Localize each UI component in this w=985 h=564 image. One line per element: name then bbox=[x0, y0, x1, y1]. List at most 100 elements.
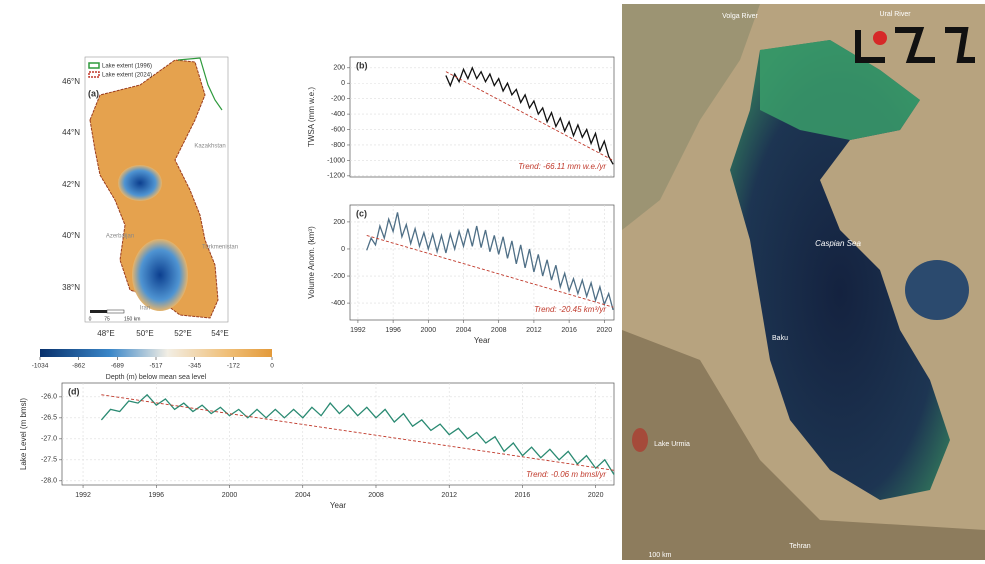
x-tick-label: 2004 bbox=[456, 327, 472, 334]
x-tick-label: 1992 bbox=[350, 327, 366, 334]
panel-label: (b) bbox=[356, 60, 368, 70]
lat-label: 42°N bbox=[62, 180, 80, 189]
trend-line bbox=[445, 71, 614, 161]
y-tick-label: -27.0 bbox=[41, 436, 57, 443]
photo-label: Tehran bbox=[789, 543, 811, 550]
place-label: Turkmenistan bbox=[202, 245, 238, 251]
y-tick-label: -26.5 bbox=[41, 415, 57, 422]
panel-label: (a) bbox=[88, 88, 99, 98]
lat-label: 38°N bbox=[62, 283, 80, 292]
legend-label: Lake extent (2024) bbox=[102, 73, 152, 79]
photo-label: Baku bbox=[772, 335, 788, 342]
data-line bbox=[445, 66, 614, 165]
y-axis-label: Volume Anom. (km³) bbox=[307, 226, 316, 299]
plot-frame bbox=[61, 382, 615, 486]
photo-label: Ural River bbox=[879, 11, 911, 18]
colorbar-tick-label: -1034 bbox=[32, 363, 49, 370]
y-tick-label: -28.0 bbox=[41, 478, 57, 485]
photo-label: 100 km bbox=[649, 552, 672, 559]
y-tick-label: 200 bbox=[333, 219, 345, 226]
x-axis-label: Year bbox=[330, 501, 347, 510]
x-tick-label: 1996 bbox=[385, 327, 401, 334]
scale-bar bbox=[106, 309, 125, 314]
y-tick-label: 0 bbox=[341, 246, 345, 253]
lon-label: 50°E bbox=[136, 329, 153, 338]
y-tick-label: -26.0 bbox=[41, 394, 57, 401]
terrain bbox=[622, 4, 760, 230]
lon-label: 54°E bbox=[211, 329, 228, 338]
y-tick-label: 200 bbox=[333, 65, 345, 72]
place-label: Kazakhstan bbox=[194, 144, 225, 150]
legend-swatch bbox=[88, 71, 100, 78]
depth-basin bbox=[132, 239, 188, 311]
x-tick-label: 2020 bbox=[597, 327, 613, 334]
panel-label: (c) bbox=[356, 208, 367, 218]
lake-extent-1996 bbox=[177, 57, 223, 111]
legend-swatch bbox=[88, 62, 100, 69]
trend-line bbox=[366, 235, 614, 308]
logo bbox=[855, 27, 975, 63]
colorbar-tick-label: -862 bbox=[72, 363, 85, 370]
x-tick-label: 1996 bbox=[148, 492, 164, 499]
x-tick-label: 1992 bbox=[75, 492, 91, 499]
y-tick-label: -800 bbox=[331, 142, 345, 149]
depth-basin bbox=[118, 165, 162, 201]
lon-label: 48°E bbox=[97, 329, 114, 338]
panel-label: (d) bbox=[68, 386, 80, 396]
trend-label: Trend: -66.11 mm w.e./yr bbox=[518, 162, 606, 171]
x-tick-label: 2020 bbox=[588, 492, 604, 499]
place-label: Iran bbox=[140, 306, 150, 312]
sea bbox=[730, 40, 950, 500]
y-tick-label: 0 bbox=[341, 80, 345, 87]
data-line bbox=[100, 393, 615, 475]
y-tick-label: -400 bbox=[331, 111, 345, 118]
photo-label: Caspian Sea bbox=[815, 239, 861, 248]
colorbar-label: Depth (m) below mean sea level bbox=[106, 374, 207, 381]
y-tick-label: -600 bbox=[331, 126, 345, 133]
logo bbox=[873, 31, 887, 45]
lat-label: 44°N bbox=[62, 128, 80, 137]
y-axis-label: Lake Level (m bmsl) bbox=[19, 398, 28, 470]
photo-label: Volga River bbox=[722, 13, 758, 20]
plot-frame bbox=[349, 56, 615, 178]
colorbar-tick-label: -689 bbox=[111, 363, 124, 370]
trend-label: Trend: -20.45 km³/yr bbox=[534, 305, 606, 314]
lake-urmia bbox=[632, 428, 648, 452]
data-line bbox=[366, 212, 614, 311]
colorbar-tick-label: 0 bbox=[270, 363, 274, 370]
lat-label: 46°N bbox=[62, 77, 80, 86]
x-axis-label: Year bbox=[474, 336, 491, 345]
x-tick-label: 2012 bbox=[441, 492, 457, 499]
y-tick-label: -1000 bbox=[327, 157, 345, 164]
terrain bbox=[622, 330, 985, 560]
lon-label: 52°E bbox=[174, 329, 191, 338]
colorbar-tick-label: -345 bbox=[188, 363, 201, 370]
y-tick-label: -1200 bbox=[327, 173, 345, 180]
x-tick-label: 2004 bbox=[295, 492, 311, 499]
y-tick-label: -200 bbox=[331, 273, 345, 280]
legend-label: Lake extent (1996) bbox=[102, 64, 152, 70]
place-label: Azerbaijan bbox=[106, 234, 134, 240]
colorbar bbox=[40, 349, 272, 357]
x-tick-label: 2016 bbox=[561, 327, 577, 334]
x-tick-label: 2012 bbox=[526, 327, 542, 334]
trend-line bbox=[101, 394, 615, 471]
x-tick-label: 2008 bbox=[368, 492, 384, 499]
y-axis-label: TWSA (mm w.e.) bbox=[307, 87, 316, 147]
colorbar-tick-label: -172 bbox=[227, 363, 240, 370]
lat-label: 40°N bbox=[62, 231, 80, 240]
plot-frame bbox=[349, 204, 615, 321]
x-tick-label: 2000 bbox=[421, 327, 437, 334]
y-tick-label: -200 bbox=[331, 96, 345, 103]
scale-label: 75 bbox=[104, 316, 110, 322]
scale-bar bbox=[90, 310, 107, 313]
photo-label: Lake Urmia bbox=[654, 441, 690, 448]
x-tick-label: 2016 bbox=[515, 492, 531, 499]
scale-label: 150 km bbox=[124, 316, 140, 322]
trend-label: Trend: -0.06 m bmsl/yr bbox=[526, 470, 606, 479]
colorbar-tick-label: -517 bbox=[149, 363, 162, 370]
y-tick-label: -400 bbox=[331, 300, 345, 307]
gulf bbox=[905, 260, 969, 320]
